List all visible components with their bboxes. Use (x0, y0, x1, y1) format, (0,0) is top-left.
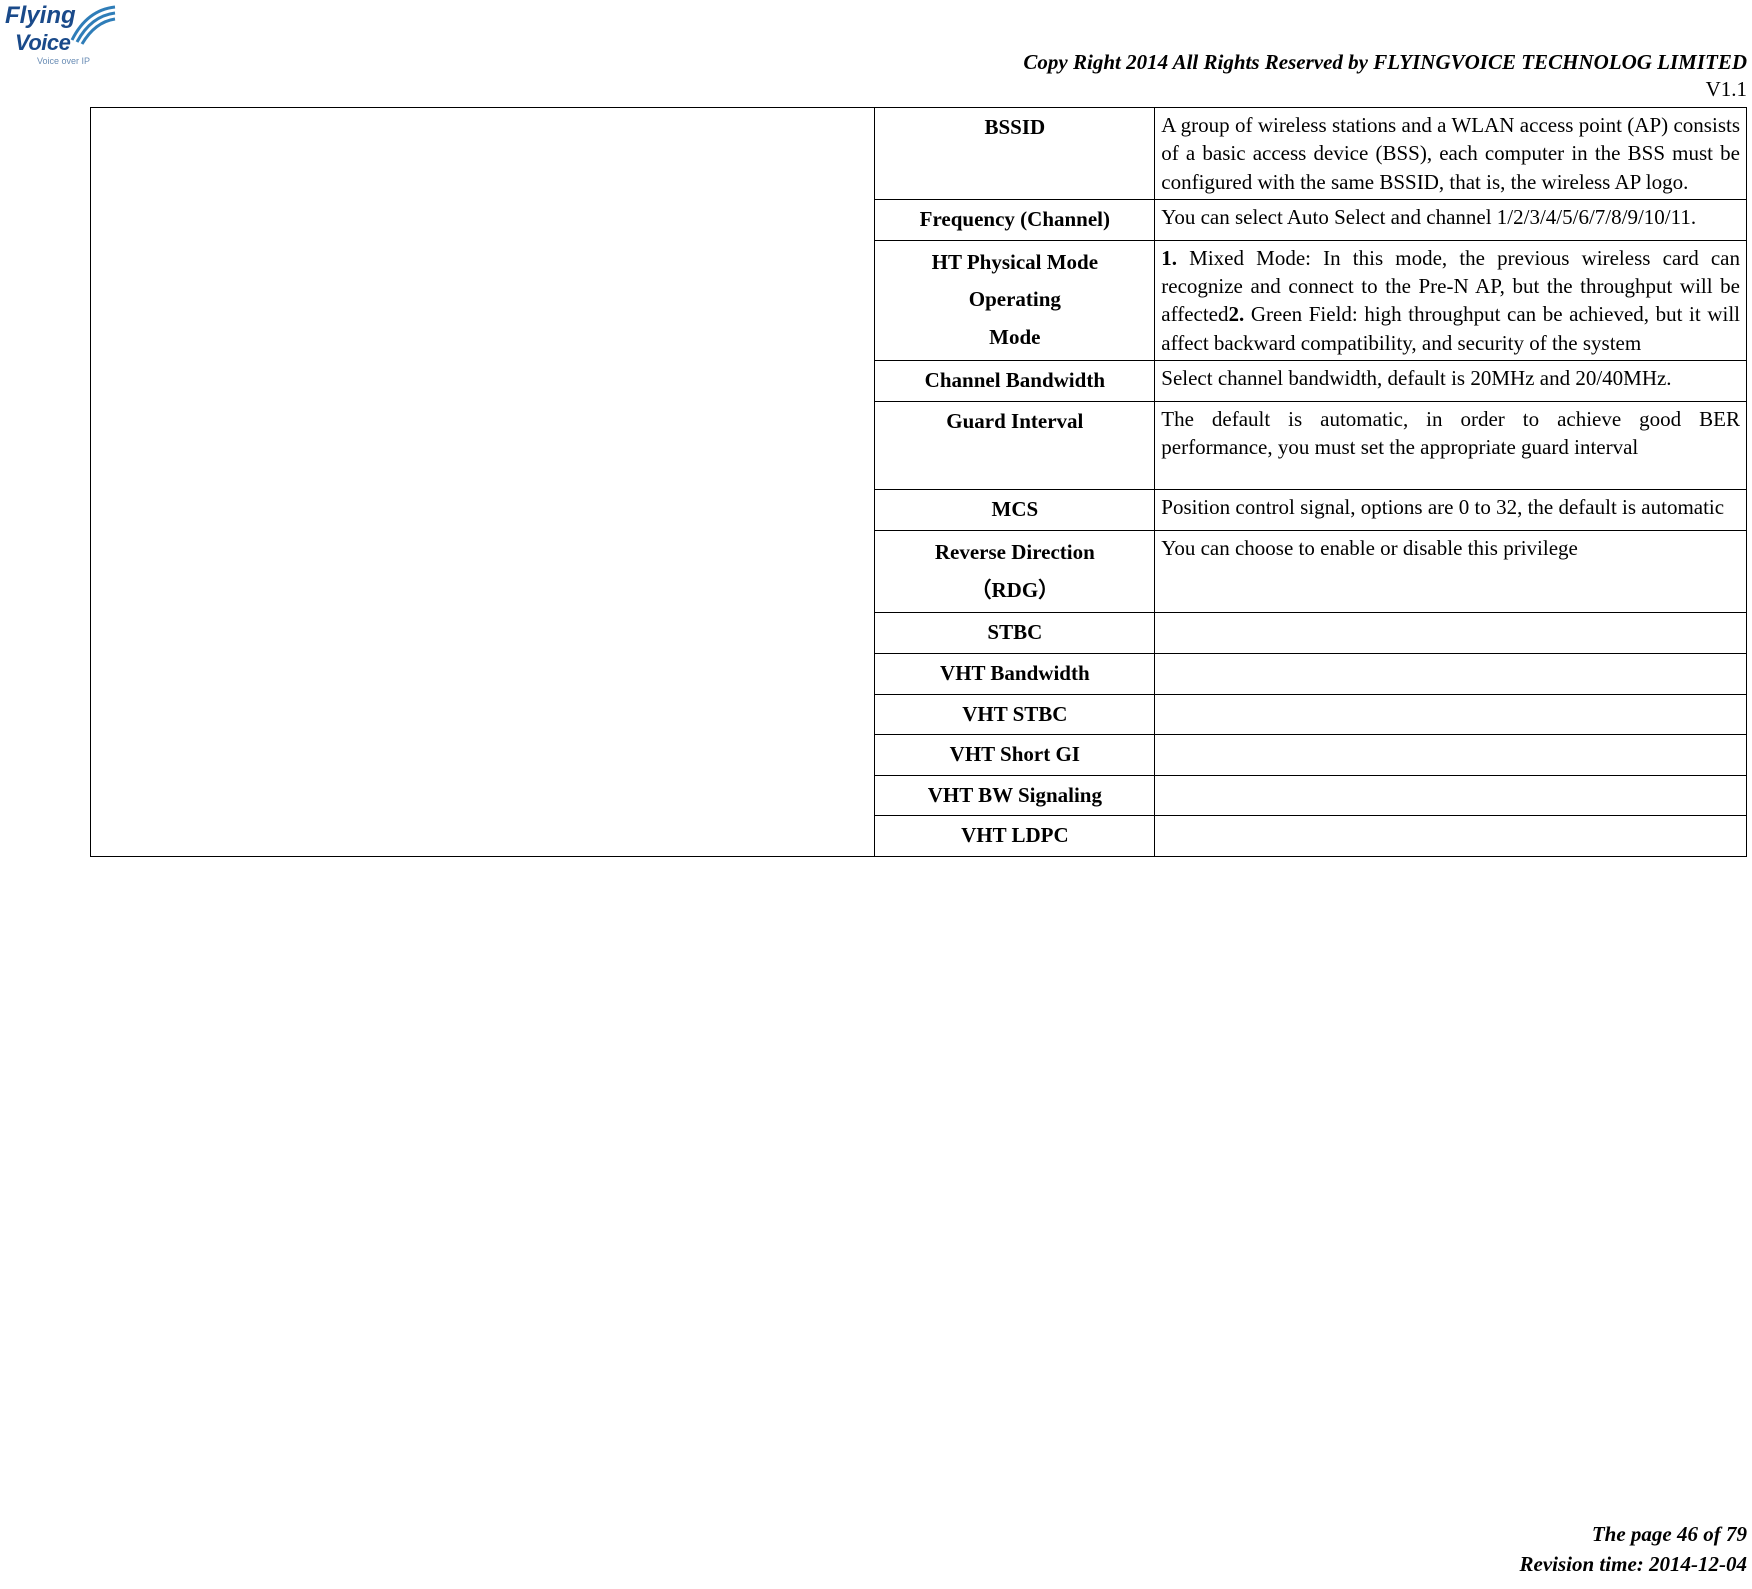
revision-time: Revision time: 2014-12-04 (1520, 1550, 1747, 1579)
parameter-label: Reverse Direction（RDG） (875, 530, 1155, 613)
parameter-label: VHT BW Signaling (875, 775, 1155, 816)
footer: The page 46 of 79 Revision time: 2014-12… (1520, 1520, 1747, 1579)
parameter-label: VHT Short GI (875, 735, 1155, 776)
parameter-description: The default is automatic, in order to ac… (1155, 401, 1747, 490)
parameter-label: STBC (875, 613, 1155, 654)
parameter-label: HT Physical ModeOperatingMode (875, 240, 1155, 360)
version-text: V1.1 (0, 77, 1747, 102)
parameter-label: Guard Interval (875, 401, 1155, 490)
parameter-label: Frequency (Channel) (875, 200, 1155, 241)
parameter-description (1155, 735, 1747, 776)
logo-subtitle: Voice over IP (37, 56, 120, 66)
parameter-label: MCS (875, 490, 1155, 531)
parameter-description: You can choose to enable or disable this… (1155, 530, 1747, 613)
parameter-description (1155, 613, 1747, 654)
parameter-description (1155, 816, 1747, 857)
header: Copy Right 2014 All Rights Reserved by F… (0, 50, 1752, 102)
parameter-description: Select channel bandwidth, default is 20M… (1155, 361, 1747, 402)
parameter-description (1155, 694, 1747, 735)
parameter-description (1155, 654, 1747, 695)
parameters-table: BSSIDA group of wireless stations and a … (90, 107, 1747, 857)
logo-arc-icon (67, 2, 122, 47)
copyright-text: Copy Right 2014 All Rights Reserved by F… (0, 50, 1747, 75)
parameter-label: BSSID (875, 108, 1155, 200)
parameter-label: VHT STBC (875, 694, 1155, 735)
parameter-description: Position control signal, options are 0 t… (1155, 490, 1747, 531)
page-number: The page 46 of 79 (1520, 1520, 1747, 1549)
parameter-description (1155, 775, 1747, 816)
parameter-description: You can select Auto Select and channel 1… (1155, 200, 1747, 241)
table-row: BSSIDA group of wireless stations and a … (91, 108, 1747, 200)
parameter-description: 1. Mixed Mode: In this mode, the previou… (1155, 240, 1747, 360)
parameter-description: A group of wireless stations and a WLAN … (1155, 108, 1747, 200)
parameter-label: VHT LDPC (875, 816, 1155, 857)
parameter-label: Channel Bandwidth (875, 361, 1155, 402)
logo: Flying Voice Voice over IP (5, 2, 120, 72)
parameter-label: VHT Bandwidth (875, 654, 1155, 695)
blank-cell (91, 108, 875, 857)
